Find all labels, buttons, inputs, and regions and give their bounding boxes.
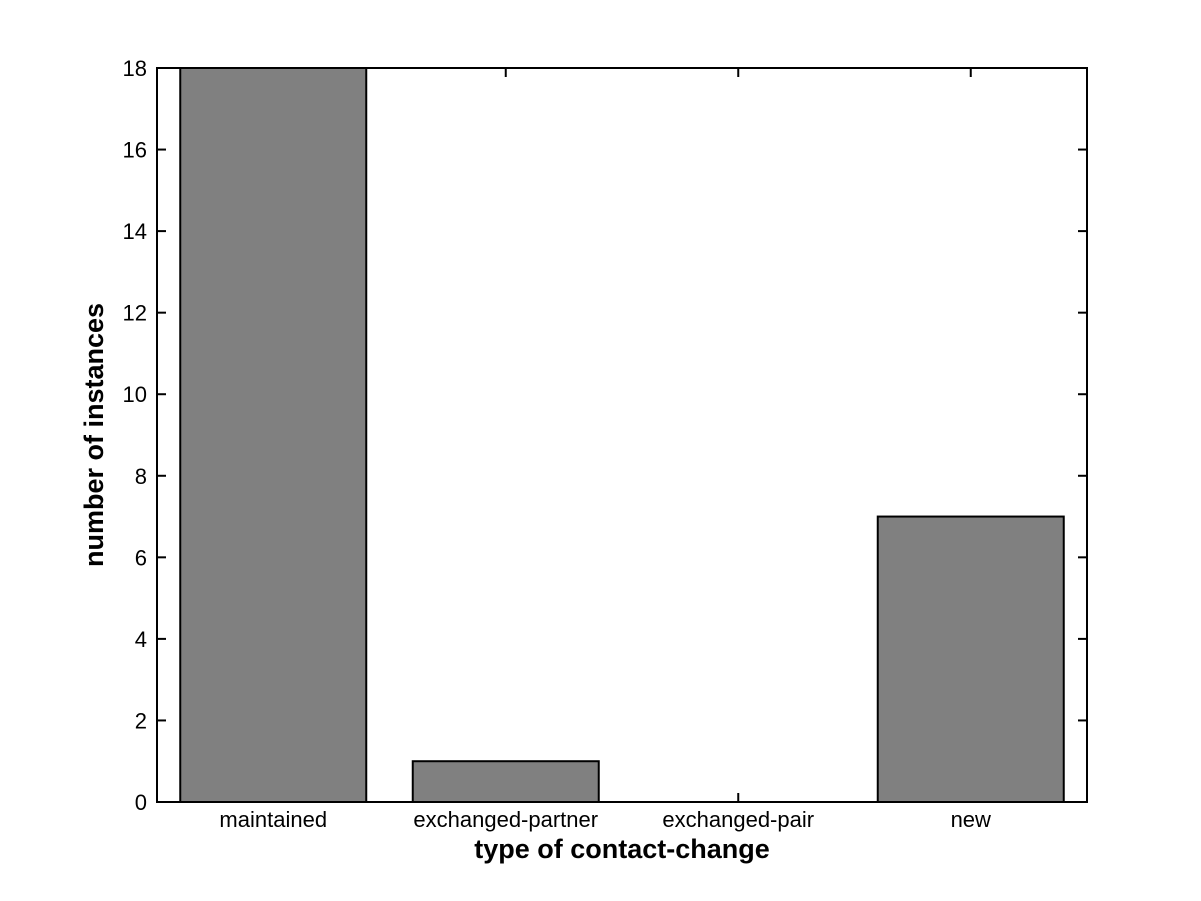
y-tick-label: 4 (135, 627, 147, 652)
plot-area: 0 2 4 6 8 10 12 14 16 18 maintained exchanged-partn… (123, 56, 1088, 832)
y-tick-label: 8 (135, 464, 147, 489)
x-tick-label: exchanged-pair (662, 807, 814, 832)
x-axis-title: type of contact-change (474, 834, 770, 864)
bar-maintained (179, 67, 368, 803)
y-tick-label: 12 (123, 301, 147, 326)
y-tick-label: 2 (135, 708, 147, 733)
y-tick-label: 14 (123, 219, 147, 244)
y-tick-label: 0 (135, 790, 147, 815)
x-tick-label: exchanged-partner (413, 807, 598, 832)
x-tick-label: maintained (219, 807, 327, 832)
y-tick-label: 16 (123, 138, 147, 163)
y-tick-label: 6 (135, 545, 147, 570)
bar-exchanged-partner (411, 760, 600, 804)
x-tick-label: new (951, 807, 991, 832)
y-tick-label: 10 (123, 382, 147, 407)
bar-new (876, 515, 1065, 803)
y-axis-title: number of instances (79, 303, 109, 567)
y-tick-label: 18 (123, 56, 147, 81)
axes-box (156, 67, 1088, 803)
